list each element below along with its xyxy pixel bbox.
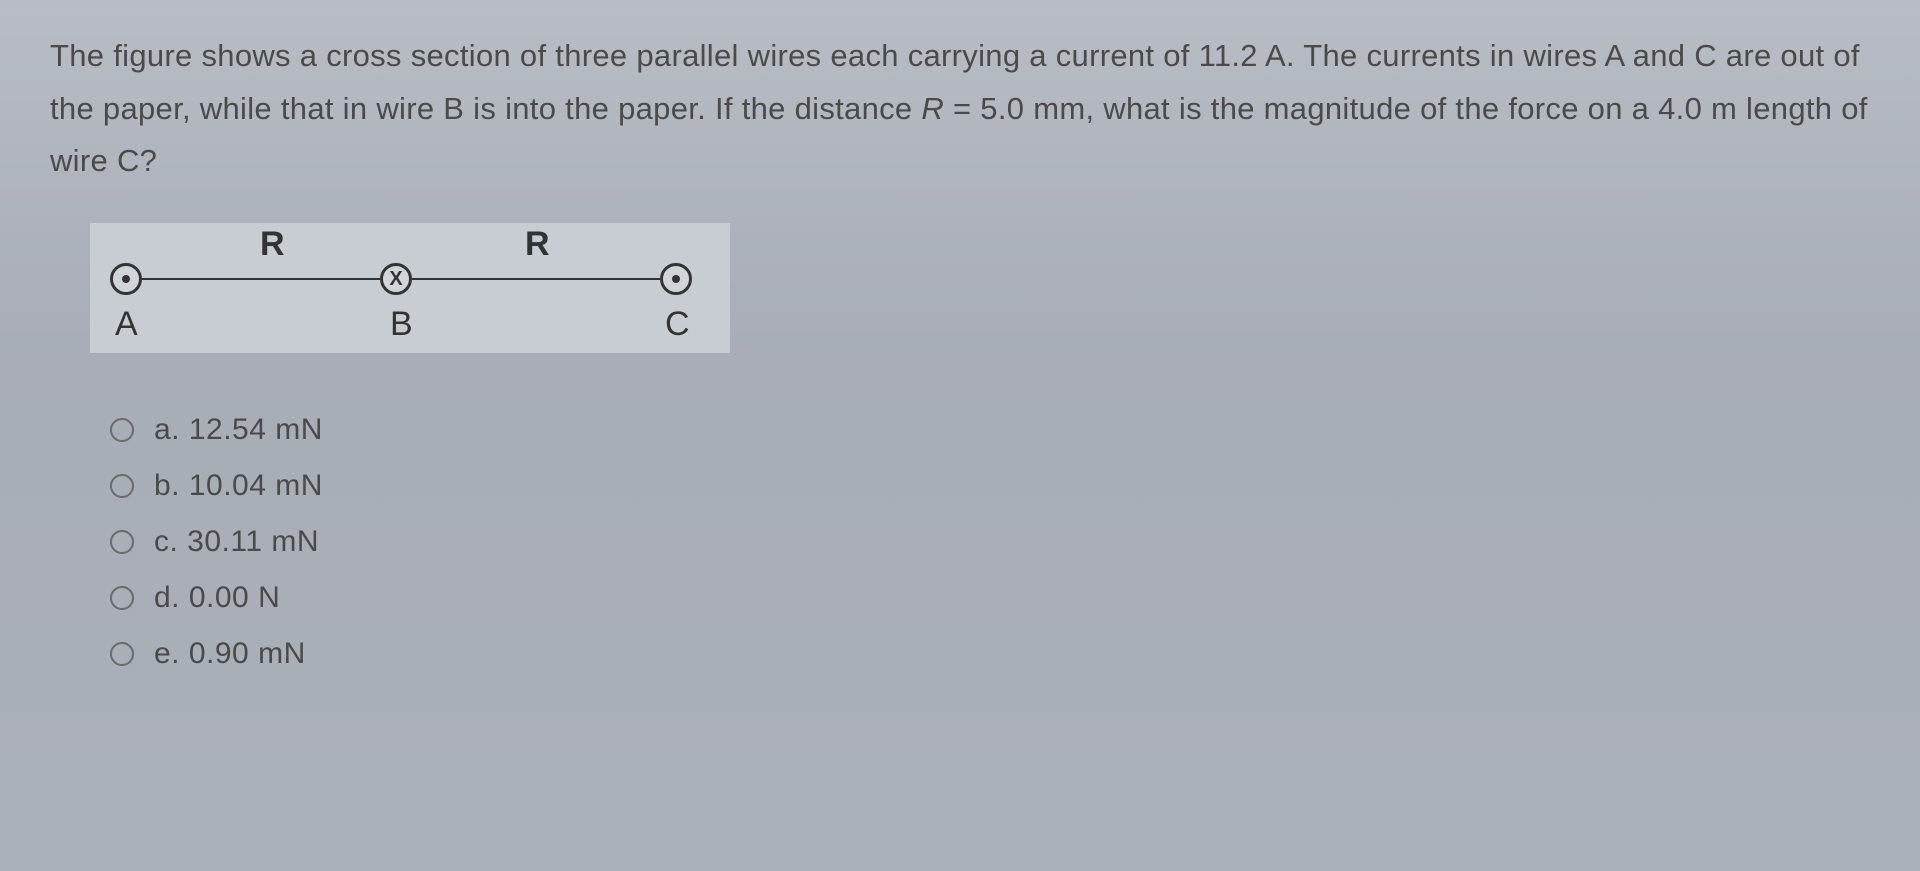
wire-a-label: A bbox=[115, 305, 138, 344]
option-d[interactable]: d. 0.00 N bbox=[110, 581, 1870, 615]
option-b-text: b. 10.04 mN bbox=[154, 469, 323, 503]
option-a[interactable]: a. 12.54 mN bbox=[110, 413, 1870, 447]
option-e[interactable]: e. 0.90 mN bbox=[110, 637, 1870, 671]
option-b[interactable]: b. 10.04 mN bbox=[110, 469, 1870, 503]
radio-icon bbox=[110, 418, 134, 442]
option-c-text: c. 30.11 mN bbox=[154, 525, 319, 559]
line-ab bbox=[142, 278, 380, 280]
question-variable: R bbox=[921, 91, 944, 126]
wire-b-circle: X bbox=[380, 263, 412, 295]
r-label-2: R bbox=[525, 225, 550, 264]
wire-a-circle bbox=[110, 263, 142, 295]
wire-c-circle bbox=[660, 263, 692, 295]
option-a-text: a. 12.54 mN bbox=[154, 413, 323, 447]
radio-icon bbox=[110, 642, 134, 666]
wire-b-label: B bbox=[390, 305, 413, 344]
options-list: a. 12.54 mN b. 10.04 mN c. 30.11 mN d. 0… bbox=[110, 413, 1870, 671]
radio-icon bbox=[110, 474, 134, 498]
option-c[interactable]: c. 30.11 mN bbox=[110, 525, 1870, 559]
r-label-1: R bbox=[260, 225, 285, 264]
wire-diagram: R R X A B C bbox=[90, 223, 730, 353]
wire-c-label: C bbox=[665, 305, 690, 344]
radio-icon bbox=[110, 530, 134, 554]
wire-b-symbol: X bbox=[389, 268, 402, 291]
wire-row: R R X A B C bbox=[105, 263, 700, 303]
option-e-text: e. 0.90 mN bbox=[154, 637, 306, 671]
line-bc bbox=[412, 278, 660, 280]
radio-icon bbox=[110, 586, 134, 610]
option-d-text: d. 0.00 N bbox=[154, 581, 280, 615]
question-text: The figure shows a cross section of thre… bbox=[50, 30, 1870, 188]
